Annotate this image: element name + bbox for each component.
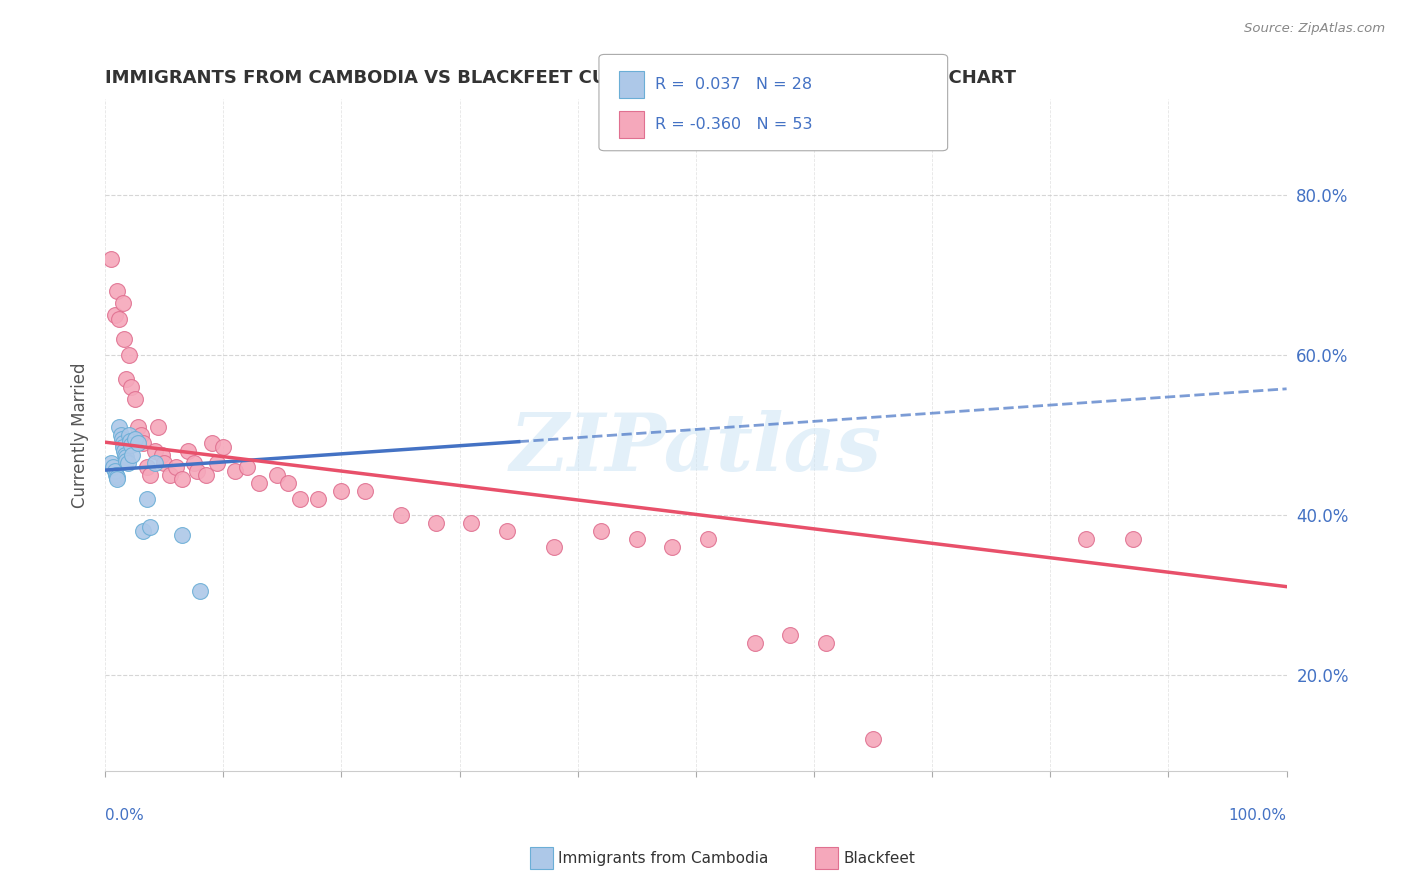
Point bbox=[543, 540, 565, 554]
Point bbox=[104, 464, 127, 478]
Point bbox=[135, 459, 157, 474]
Point bbox=[389, 508, 412, 522]
Point bbox=[247, 475, 270, 490]
Point bbox=[111, 440, 134, 454]
Point bbox=[591, 524, 613, 538]
Point bbox=[183, 456, 205, 470]
Point bbox=[266, 467, 288, 482]
Y-axis label: Currently Married: Currently Married bbox=[72, 362, 89, 508]
Point bbox=[120, 380, 142, 394]
Point bbox=[153, 456, 176, 470]
Point bbox=[135, 491, 157, 506]
Text: 0.0%: 0.0% bbox=[105, 807, 143, 822]
Point bbox=[139, 467, 162, 482]
Point bbox=[112, 444, 135, 458]
Text: R =  0.037   N = 28: R = 0.037 N = 28 bbox=[655, 78, 813, 92]
Point bbox=[139, 520, 162, 534]
Point bbox=[143, 444, 166, 458]
Point bbox=[127, 436, 149, 450]
Point bbox=[118, 434, 141, 449]
Point bbox=[105, 469, 128, 483]
Point bbox=[207, 456, 229, 470]
Point bbox=[115, 453, 138, 467]
Point bbox=[132, 436, 155, 450]
Point bbox=[288, 491, 311, 506]
Point bbox=[114, 448, 136, 462]
Point bbox=[111, 436, 134, 450]
Point bbox=[117, 456, 139, 470]
Point bbox=[104, 308, 127, 322]
Point bbox=[1122, 532, 1144, 546]
Point bbox=[105, 472, 128, 486]
Point bbox=[143, 456, 166, 470]
Point bbox=[127, 420, 149, 434]
Point bbox=[111, 432, 134, 446]
Text: IMMIGRANTS FROM CAMBODIA VS BLACKFEET CURRENTLY MARRIED CORRELATION CHART: IMMIGRANTS FROM CAMBODIA VS BLACKFEET CU… bbox=[105, 69, 1017, 87]
Point bbox=[186, 464, 208, 478]
Point bbox=[115, 372, 138, 386]
Point bbox=[103, 459, 125, 474]
Text: Source: ZipAtlas.com: Source: ZipAtlas.com bbox=[1244, 22, 1385, 36]
Point bbox=[307, 491, 329, 506]
Point bbox=[212, 440, 235, 454]
Point bbox=[862, 731, 884, 746]
Point bbox=[105, 284, 128, 298]
Point bbox=[118, 348, 141, 362]
Text: 100.0%: 100.0% bbox=[1229, 807, 1286, 822]
Text: ZIPatlas: ZIPatlas bbox=[510, 409, 882, 487]
Point bbox=[330, 483, 353, 498]
Point bbox=[118, 428, 141, 442]
Point bbox=[150, 448, 173, 462]
Point bbox=[115, 450, 138, 465]
Point bbox=[779, 628, 801, 642]
Point bbox=[110, 428, 132, 442]
Point bbox=[188, 583, 211, 598]
Point bbox=[496, 524, 519, 538]
Point bbox=[108, 312, 131, 326]
Point bbox=[104, 467, 127, 482]
Point bbox=[814, 636, 837, 650]
Point bbox=[165, 459, 187, 474]
Point bbox=[100, 456, 122, 470]
Point bbox=[626, 532, 648, 546]
Text: Immigrants from Cambodia: Immigrants from Cambodia bbox=[558, 851, 769, 865]
Point bbox=[236, 459, 259, 474]
Point bbox=[224, 464, 246, 478]
Point bbox=[354, 483, 377, 498]
Point bbox=[744, 636, 766, 650]
Point bbox=[460, 516, 482, 530]
Point bbox=[661, 540, 683, 554]
Point bbox=[111, 296, 134, 310]
Point bbox=[696, 532, 718, 546]
Point bbox=[121, 448, 143, 462]
Point bbox=[200, 436, 222, 450]
Point bbox=[159, 467, 181, 482]
Point bbox=[124, 432, 146, 446]
Point bbox=[124, 392, 146, 406]
Text: Blackfeet: Blackfeet bbox=[844, 851, 915, 865]
Point bbox=[108, 420, 131, 434]
Point bbox=[100, 252, 122, 266]
Point bbox=[194, 467, 217, 482]
Point bbox=[177, 444, 200, 458]
Point bbox=[129, 428, 152, 442]
Point bbox=[112, 332, 135, 346]
Point bbox=[170, 528, 193, 542]
Point bbox=[148, 420, 170, 434]
Point bbox=[1074, 532, 1097, 546]
Text: R = -0.360   N = 53: R = -0.360 N = 53 bbox=[655, 118, 813, 132]
Point bbox=[132, 524, 155, 538]
Point bbox=[170, 472, 193, 486]
Point bbox=[425, 516, 447, 530]
Point bbox=[277, 475, 299, 490]
Point bbox=[120, 437, 142, 451]
